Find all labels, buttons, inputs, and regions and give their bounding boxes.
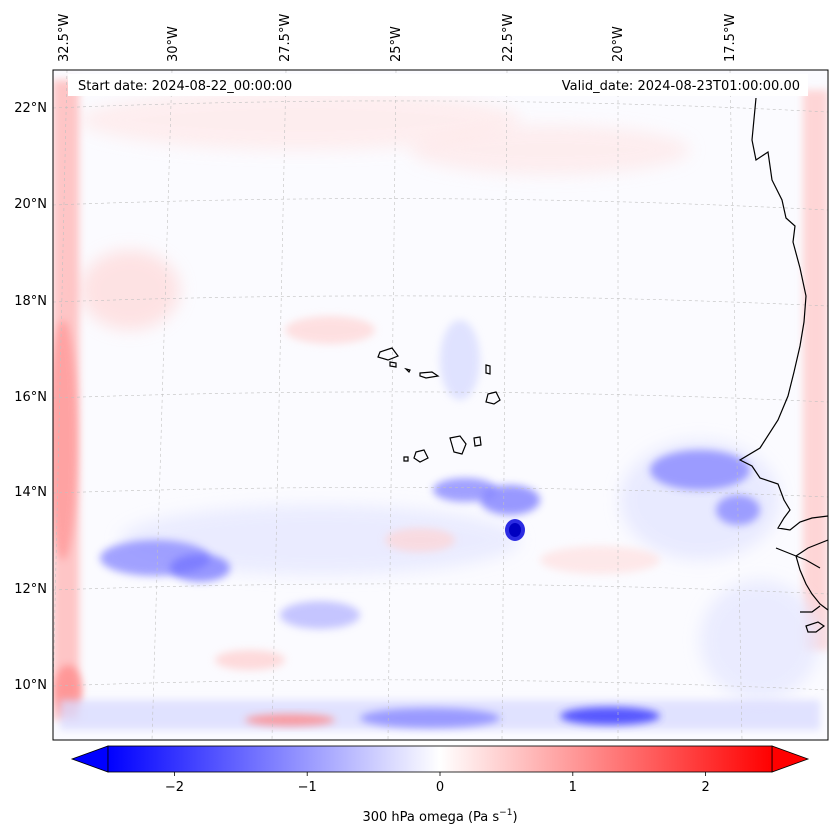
lat-label-20n: 20°N [14, 197, 47, 212]
lat-label-18n: 18°N [14, 294, 47, 309]
colorbar-low-extend [70, 745, 109, 773]
guinea-coastline [795, 539, 828, 611]
gridlines [53, 70, 828, 740]
lon-label-22-5w: 22.5°W [501, 14, 516, 62]
colorbar-gradient [107, 745, 773, 773]
colorbar-high-extend [771, 745, 810, 773]
date-info-bar [68, 74, 808, 96]
latitude-labels: 22°N 20°N 18°N 16°N 14°N 12°N 10°N [14, 101, 47, 693]
lon-label-17-5w: 17.5°W [723, 14, 738, 62]
colorbar-tick-label: 0 [436, 780, 444, 795]
cape-verde-islands [377, 347, 399, 361]
map-panel: Start date: 2024-08-22_00:00:00 Valid_da… [53, 70, 828, 740]
lat-label-16n: 16°N [14, 390, 47, 405]
colorbar-tick-label: −2 [165, 780, 184, 795]
map-background [53, 70, 828, 740]
colorbar-tick-label: 2 [701, 780, 709, 795]
coastlines [377, 97, 828, 633]
lon-label-27-5w: 27.5°W [278, 14, 293, 62]
africa-coastline [738, 97, 828, 531]
start-date-text: Start date: 2024-08-22_00:00:00 [78, 79, 292, 94]
lat-label-12n: 12°N [14, 582, 47, 597]
colorbar: −2 −1 0 1 2 300 hPa omega (Pa s−1) [70, 745, 810, 825]
longitude-labels: 32.5°W 30°W 27.5°W 25°W 22.5°W 20°W 17.5… [57, 14, 738, 62]
lat-label-22n: 22°N [14, 101, 47, 116]
lat-label-14n: 14°N [14, 485, 47, 500]
colorbar-tick-label: 1 [569, 780, 577, 795]
omega-field [53, 80, 828, 730]
valid-date-text: Valid_date: 2024-08-23T01:00:00.00 [562, 79, 800, 94]
lon-label-32-5w: 32.5°W [57, 14, 72, 62]
lon-label-25w: 25°W [389, 26, 404, 62]
colorbar-label-exponent: −1 [499, 808, 512, 818]
colorbar-tick-label: −1 [298, 780, 317, 795]
colorbar-label: 300 hPa omega (Pa s−1) [362, 808, 517, 825]
map-frame [52, 69, 829, 741]
colorbar-ticks: −2 −1 0 1 2 [165, 772, 710, 795]
lon-label-30w: 30°W [166, 26, 181, 62]
colorbar-label-close: ) [512, 810, 517, 825]
lat-label-10n: 10°N [14, 678, 47, 693]
lon-label-20w: 20°W [611, 26, 626, 62]
colorbar-label-text: 300 hPa omega (Pa s [362, 810, 499, 825]
